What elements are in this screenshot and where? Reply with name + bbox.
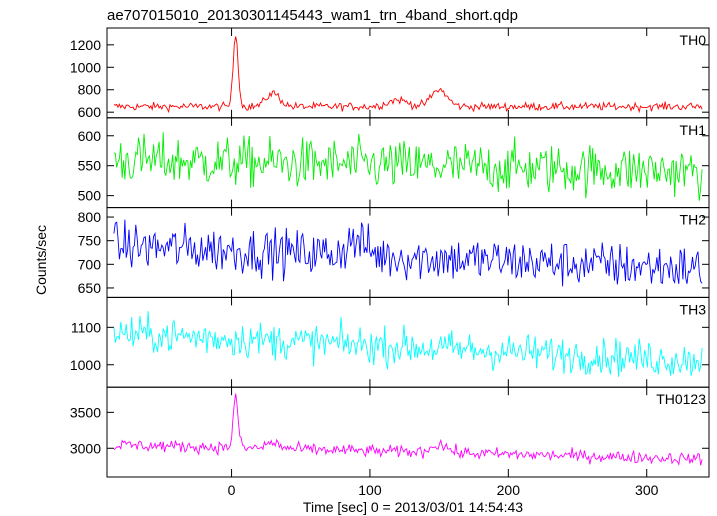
y-tick-label: 650 [78, 280, 102, 296]
panel-label-TH0123: TH0123 [656, 391, 706, 407]
y-tick-label: 500 [78, 188, 102, 204]
panel-label-TH3: TH3 [680, 301, 707, 317]
x-tick-label: 300 [635, 482, 659, 498]
y-axis-label: Counts/sec [33, 225, 49, 295]
y-tick-label: 750 [78, 233, 102, 249]
y-tick-label: 3000 [70, 440, 101, 456]
panel-label-TH2: TH2 [680, 212, 707, 228]
x-tick-label: 100 [358, 482, 382, 498]
y-tick-label: 1100 [71, 319, 101, 335]
y-tick-label: 1200 [70, 37, 101, 53]
y-tick-label: 550 [78, 158, 102, 174]
y-tick-label: 800 [78, 209, 102, 225]
panel-frame [106, 27, 710, 119]
y-tick-label: 3500 [70, 404, 101, 420]
series-line-TH0123 [113, 393, 703, 466]
series-line-TH0 [113, 36, 703, 114]
panel-frame [106, 207, 710, 298]
x-tick-label: 200 [497, 482, 521, 498]
x-tick-label: 0 [228, 482, 236, 498]
panel-TH3: 1000 1100 TH3 [70, 296, 710, 388]
y-tick-label: 700 [78, 256, 102, 272]
y-tick-label: 600 [78, 128, 102, 144]
y-tick-label: 600 [78, 104, 102, 120]
panel-TH1: 500 550 600 TH1 [78, 117, 710, 209]
y-tick-label: 800 [78, 82, 102, 98]
panel-frame [106, 386, 710, 478]
series-line-TH3 [113, 311, 703, 377]
panel-TH2: 650 700 750 800 TH2 [78, 207, 710, 298]
panel-label-TH1: TH1 [680, 122, 707, 138]
panel-label-TH0: TH0 [680, 32, 707, 48]
figure-title: ae707015010_20130301145443_wam1_trn_4ban… [107, 7, 518, 24]
y-tick-label: 1000 [70, 357, 101, 373]
x-axis-label: Time [sec] 0 = 2013/03/01 14:54:43 [303, 499, 523, 515]
series-line-TH2 [113, 219, 703, 287]
panel-TH0123: 3000 3500 TH0123 [70, 386, 710, 478]
y-tick-label: 1000 [70, 59, 101, 75]
series-line-TH1 [113, 132, 703, 201]
panel-TH0: 600 800 1000 1200 TH0 [70, 27, 710, 120]
